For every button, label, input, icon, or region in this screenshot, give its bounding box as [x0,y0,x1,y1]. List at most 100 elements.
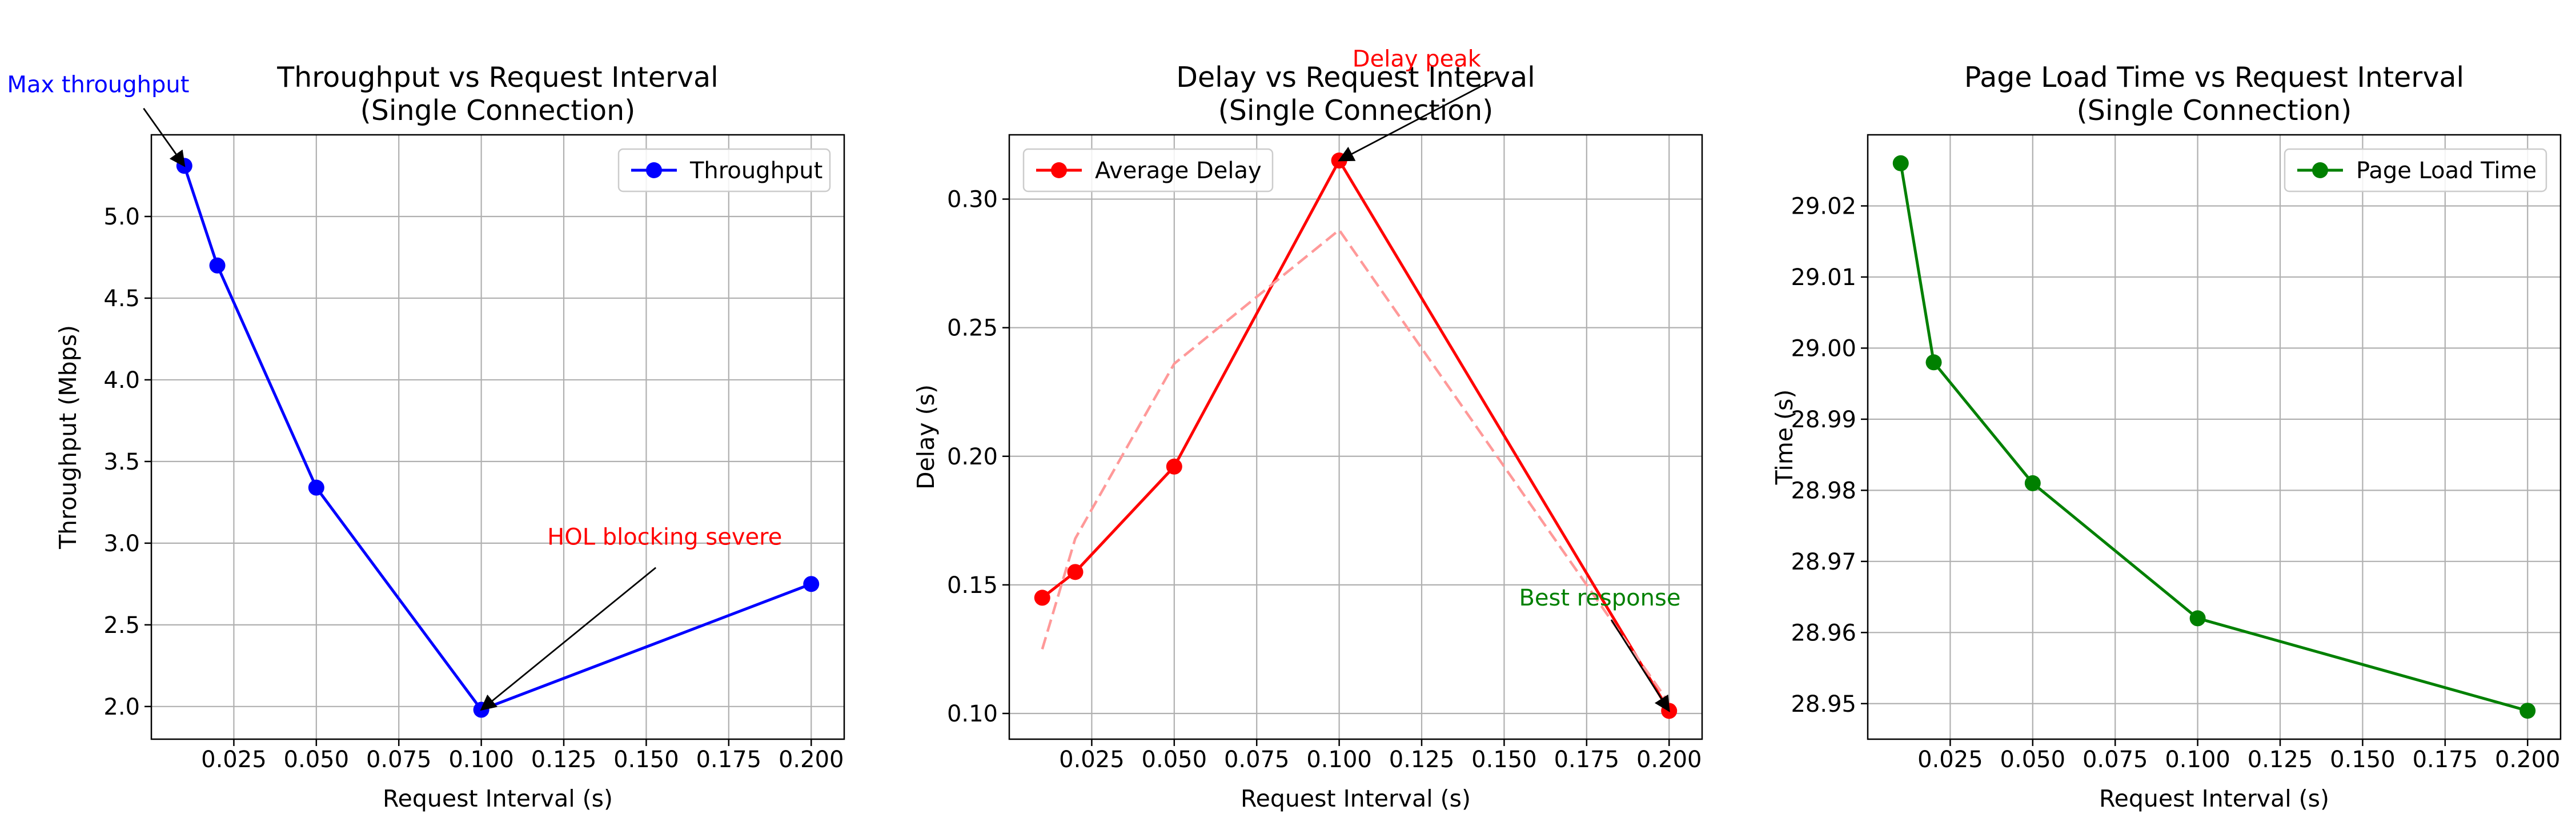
annotation-text-1: HOL blocking severe [547,524,782,551]
x-tick-label: 0.200 [779,747,844,773]
annotation-arrow-0 [1338,77,1498,162]
data-point-0-2 [1166,458,1182,475]
y-axis-label: Throughput (Mbps) [54,325,82,550]
annotation-text-0: Delay peak [1353,46,1482,73]
series-line-0 [1041,157,1671,712]
legend-marker [1051,162,1067,178]
y-tick-label: 4.0 [103,367,140,394]
data-point-0-4 [2519,703,2536,719]
chart-title-line: (Single Connection) [2077,94,2352,127]
grid-lines [1009,135,1702,739]
data-point-0-2 [2024,475,2041,491]
y-tick-label: 4.5 [103,286,140,312]
y-tick-label: 3.0 [103,531,140,557]
axes-frame [1867,134,2562,740]
y-tick-label: 5.0 [103,204,140,230]
legend: Page Load Time [2284,148,2547,193]
x-tick-label: 0.200 [1636,747,1702,773]
x-axis-label: Request Interval (s) [1241,785,1471,812]
y-tick-label: 28.99 [1791,407,1856,433]
y-tick-label: 0.30 [947,187,998,213]
chart-panel-2: 0.025 0.050 0.075 0.100 0.125 0.150 0.175 0.200… [912,46,1703,812]
chart-title: Throughput vs Request Interval (Single Co… [276,61,719,127]
legend-box [2284,148,2547,193]
x-tick-label: 0.125 [2248,747,2313,773]
legend-label: Throughput [689,158,822,184]
x-tick-label: 0.075 [1224,747,1290,773]
y-tick-label: 0.25 [947,315,998,342]
data-point-0-2 [308,479,324,496]
grid-lines [1868,135,2561,739]
chart-title-line: (Single Connection) [1218,94,1494,127]
annotation-arrow-0 [143,107,186,167]
chart-title-line: Delay vs Request Interval [1176,61,1535,94]
y-tick-label: 29.00 [1791,335,1856,362]
annotation-text-1: Best response [1519,585,1680,611]
x-tick-label: 0.050 [1142,747,1207,773]
x-tick-label: 0.125 [1389,747,1455,773]
x-tick-label: 0.050 [2000,747,2066,773]
y-tick-label: 29.01 [1791,264,1856,291]
x-tick-label: 0.150 [2330,747,2396,773]
x-tick-label: 0.075 [366,747,432,773]
series-line-0 [183,165,812,712]
annotation-arrow-1 [480,567,657,711]
x-tick-label: 0.175 [2413,747,2478,773]
y-axis-label: Time (s) [1771,390,1798,486]
y-tick-label: 28.95 [1791,691,1856,717]
x-axis-label: Request Interval (s) [2099,785,2329,812]
x-tick-label: 0.100 [448,747,514,773]
x-tick-label: 0.175 [696,747,762,773]
y-tick-label: 2.0 [103,694,140,720]
annotation-arrow-1 [1610,619,1670,712]
legend: Throughput [617,148,831,193]
data-point-0-1 [1925,354,1942,371]
x-tick-label: 0.150 [613,747,679,773]
legend-marker [646,162,662,178]
y-tick-label: 28.97 [1791,549,1856,575]
annotation-text-0: ⬆ Max throughput [0,72,189,98]
chart-title: Delay vs Request Interval (Single Connect… [1176,61,1535,127]
chart-panel-3: 0.025 0.050 0.075 0.100 0.125 0.150 0.175 0.200… [1771,61,2562,812]
x-tick-label: 0.150 [1471,747,1537,773]
axes-frame [1008,134,1703,740]
y-axis-label: Delay (s) [912,384,940,490]
x-tick-label: 0.025 [1059,747,1125,773]
series-line-dashed-1 [1041,228,1671,704]
legend-label: Average Delay [1095,158,1262,184]
chart-title: Page Load Time vs Request Interval (Singl… [1964,61,2464,127]
axes-frame [150,134,845,740]
y-tick-label: 0.10 [947,701,998,727]
y-tick-label: 28.98 [1791,478,1856,504]
chart-title-line: Page Load Time vs Request Interval [1964,61,2464,94]
x-tick-label: 0.075 [2083,747,2148,773]
y-tick-label: 3.5 [103,449,140,475]
y-tick-label: 0.20 [947,444,998,470]
data-point-0-1 [209,257,226,274]
chart-panel-1: 0.025 0.050 0.075 0.100 0.125 0.150 0.175 0.200… [0,61,845,812]
series-line-0 [1899,163,2528,712]
data-point-0-3 [2189,610,2206,627]
grid-lines [151,135,844,739]
legend-label: Page Load Time [2356,158,2537,184]
data-point-0-1 [1067,564,1084,580]
chart-title-line: Throughput vs Request Interval [276,61,719,94]
x-tick-label: 0.200 [2495,747,2561,773]
x-tick-label: 0.025 [1917,747,1983,773]
x-tick-label: 0.100 [1306,747,1372,773]
legend-box [617,148,831,193]
x-tick-label: 0.050 [284,747,350,773]
y-tick-label: 0.15 [947,572,998,599]
y-tick-label: 2.5 [103,612,140,639]
legend: Average Delay [1022,148,1274,193]
data-point-0-0 [1892,155,1909,171]
x-tick-label: 0.025 [201,747,267,773]
x-tick-label: 0.100 [2165,747,2230,773]
x-tick-label: 0.125 [531,747,597,773]
data-point-0-0 [1034,590,1050,606]
data-point-0-4 [803,576,820,592]
legend-marker [2312,162,2328,178]
x-tick-label: 0.175 [1554,747,1620,773]
chart-title-line: (Single Connection) [360,94,636,127]
